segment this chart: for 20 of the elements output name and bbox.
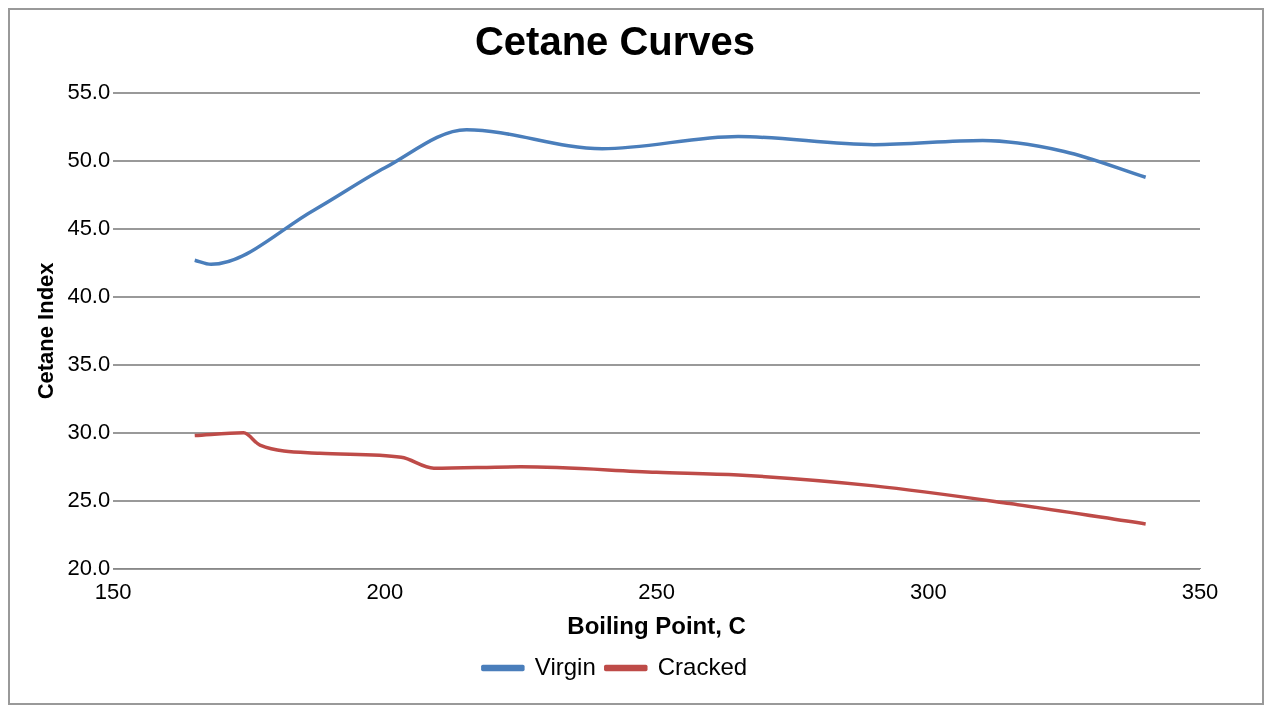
line-series bbox=[192, 127, 1148, 267]
y-tick-label: 20.0 bbox=[67, 554, 111, 580]
x-axis-title: Boiling Point, C bbox=[567, 612, 746, 640]
x-tick-label: 350 bbox=[1181, 579, 1219, 605]
y-tick-label: 25.0 bbox=[67, 486, 111, 512]
y-tick-label: 50.0 bbox=[67, 147, 111, 173]
legend-label: Cracked bbox=[657, 652, 748, 680]
x-tick-label: 200 bbox=[366, 579, 404, 605]
line-series bbox=[192, 431, 1148, 526]
x-tick-label: 250 bbox=[638, 579, 675, 605]
legend-label: Virgin bbox=[534, 652, 596, 680]
y-tick-label: 55.0 bbox=[67, 79, 111, 105]
y-axis-title: Cetane Index bbox=[33, 261, 59, 400]
y-tick-label: 30.0 bbox=[67, 418, 111, 444]
x-tick-label: 150 bbox=[94, 579, 132, 605]
x-tick-label: 300 bbox=[909, 579, 947, 605]
y-tick-label: 35.0 bbox=[67, 350, 111, 376]
chart-title: Cetane Curves bbox=[474, 19, 756, 64]
y-tick-label: 40.0 bbox=[67, 282, 111, 308]
y-tick-label: 45.0 bbox=[67, 215, 111, 241]
